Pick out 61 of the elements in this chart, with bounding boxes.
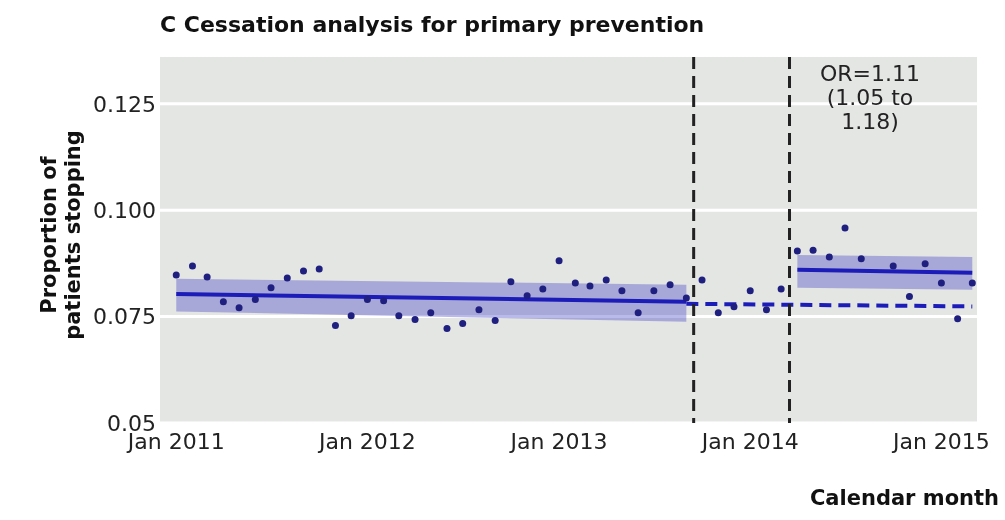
point	[841, 224, 849, 232]
point	[889, 262, 897, 270]
point	[283, 274, 291, 282]
point	[682, 294, 690, 302]
point	[251, 296, 259, 304]
y-tick-label: 0.125	[93, 91, 156, 117]
y-tick-label: 0.100	[93, 197, 156, 223]
point	[555, 257, 563, 265]
y-tick-label: 0.075	[93, 304, 156, 330]
x-tick-label: Jan 2012	[316, 429, 416, 454]
point	[746, 287, 754, 295]
point	[714, 309, 722, 317]
point	[921, 260, 929, 268]
point	[698, 276, 706, 284]
point	[507, 278, 515, 286]
point	[411, 316, 419, 324]
point	[937, 279, 945, 287]
point	[219, 298, 227, 306]
point	[363, 296, 371, 304]
point	[586, 282, 594, 290]
point	[172, 271, 180, 279]
y-axis-title: Proportion of patients stopping	[37, 130, 85, 340]
point	[235, 304, 243, 312]
point	[571, 279, 579, 287]
point	[395, 312, 403, 320]
point	[427, 309, 435, 317]
point	[602, 276, 610, 284]
x-axis-title: Calendar month	[809, 486, 999, 510]
point	[491, 316, 499, 324]
point	[459, 319, 467, 327]
chart-title: C Cessation analysis for primary prevention	[160, 12, 705, 37]
point	[650, 287, 658, 295]
point	[777, 285, 785, 293]
point	[730, 303, 738, 311]
point	[793, 247, 801, 255]
point	[825, 253, 833, 261]
point	[300, 267, 307, 275]
x-tick-label: Jan 2014	[699, 429, 799, 454]
point	[809, 246, 817, 254]
point	[203, 273, 211, 281]
x-tick-label: Jan 2013	[508, 429, 608, 454]
point	[475, 306, 483, 314]
point	[762, 306, 770, 314]
point	[539, 285, 547, 293]
point	[347, 312, 355, 320]
point	[188, 262, 196, 270]
point	[267, 284, 275, 292]
point	[634, 309, 642, 317]
annotation: OR=1.11 (1.05 to 1.18)	[819, 61, 921, 134]
point	[443, 325, 451, 333]
point	[523, 292, 531, 300]
point	[954, 315, 962, 323]
point	[331, 322, 339, 330]
x-tick-label: Jan 2015	[890, 429, 990, 454]
point	[666, 281, 674, 289]
point	[857, 255, 865, 263]
point	[618, 287, 626, 295]
point	[380, 297, 388, 305]
point	[315, 265, 323, 273]
point	[968, 279, 976, 287]
point	[905, 293, 913, 301]
